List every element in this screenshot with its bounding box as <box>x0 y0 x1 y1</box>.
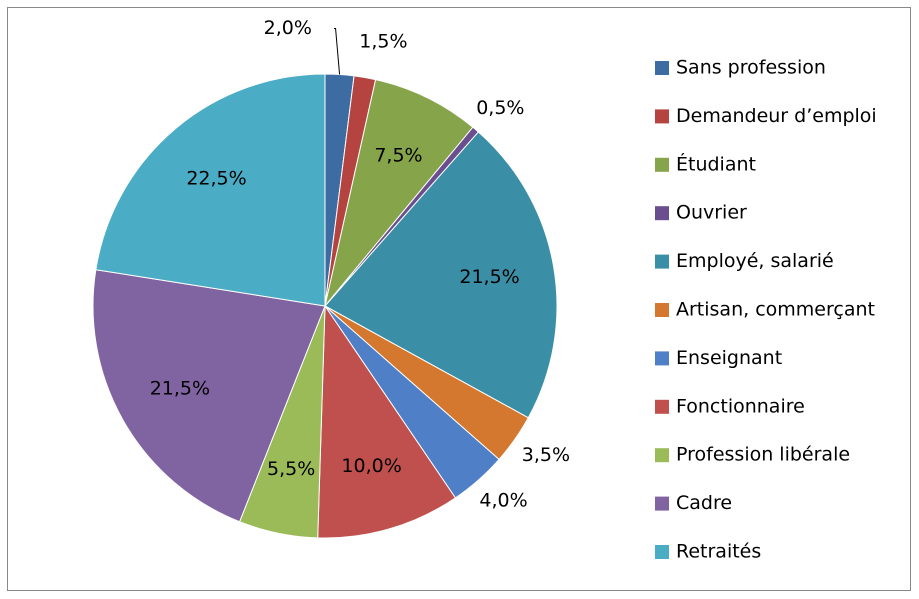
legend-label: Retraités <box>676 541 761 563</box>
legend-swatch <box>655 399 669 414</box>
legend-label: Ouvrier <box>676 202 747 224</box>
legend-swatch <box>655 448 669 463</box>
data-label: 21,5% <box>459 266 519 288</box>
legend-swatch <box>655 351 669 366</box>
data-label: 5,5% <box>267 458 315 480</box>
data-label: 7,5% <box>374 144 422 166</box>
pie-slice <box>324 78 474 307</box>
legend-label: Demandeur d’emploi <box>676 105 877 127</box>
pie-slice <box>317 304 457 539</box>
legend-label: Employé, salarié <box>676 250 834 272</box>
legend-label: Profession libérale <box>676 444 850 466</box>
legend-label: Artisan, commerçant <box>676 299 875 321</box>
data-label: 10,0% <box>341 455 401 477</box>
legend-swatch <box>655 157 669 172</box>
data-label: 3,5% <box>522 444 570 466</box>
legend-swatch <box>655 496 669 511</box>
legend-swatch <box>655 61 669 75</box>
legend-label: Étudiant <box>676 152 756 175</box>
data-label: 2,0% <box>264 17 312 39</box>
legend-swatch <box>655 109 669 124</box>
legend-swatch <box>655 206 669 221</box>
data-label: 1,5% <box>359 30 407 52</box>
leader-line <box>333 28 341 75</box>
legend-label: Fonctionnaire <box>676 395 805 417</box>
data-label: 22,5% <box>186 167 246 189</box>
data-label: 21,5% <box>150 377 210 399</box>
pie-slice <box>324 131 558 419</box>
legend-label: Cadre <box>676 492 732 514</box>
data-label: 4,0% <box>479 490 527 512</box>
legend-swatch <box>655 254 669 269</box>
legend-swatch <box>655 545 669 559</box>
legend-swatch <box>655 303 669 317</box>
pie-slice <box>95 73 326 307</box>
legend-label: Sans profession <box>676 57 826 79</box>
data-label: 0,5% <box>476 97 524 119</box>
legend-label: Enseignant <box>676 347 782 369</box>
pie-slice <box>92 269 326 523</box>
